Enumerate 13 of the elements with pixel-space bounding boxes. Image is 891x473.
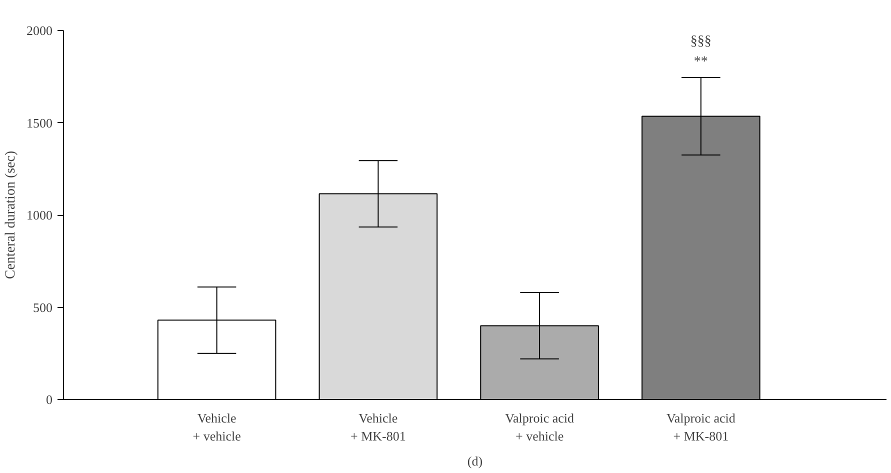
y-tick-label: 2000: [26, 23, 52, 38]
y-tick-label: 500: [33, 300, 52, 315]
annotation: §§§: [690, 34, 712, 50]
x-tick-label: Vehicle + vehicle: [192, 410, 242, 444]
y-tick-label: 0: [46, 392, 52, 407]
y-axis-title: Centeral duration (sec): [4, 150, 18, 280]
annotation: **: [694, 54, 708, 70]
y-tick-label: 1000: [26, 208, 52, 222]
text: (d): [467, 454, 483, 468]
x-tick-label: Valproic acid + vehicle: [505, 410, 575, 444]
x-tick-label: Vehicle + MK-801: [350, 410, 406, 444]
y-tick-label: 1500: [26, 115, 52, 130]
x-tick-label: Valproic acid + MK-801: [666, 410, 736, 444]
